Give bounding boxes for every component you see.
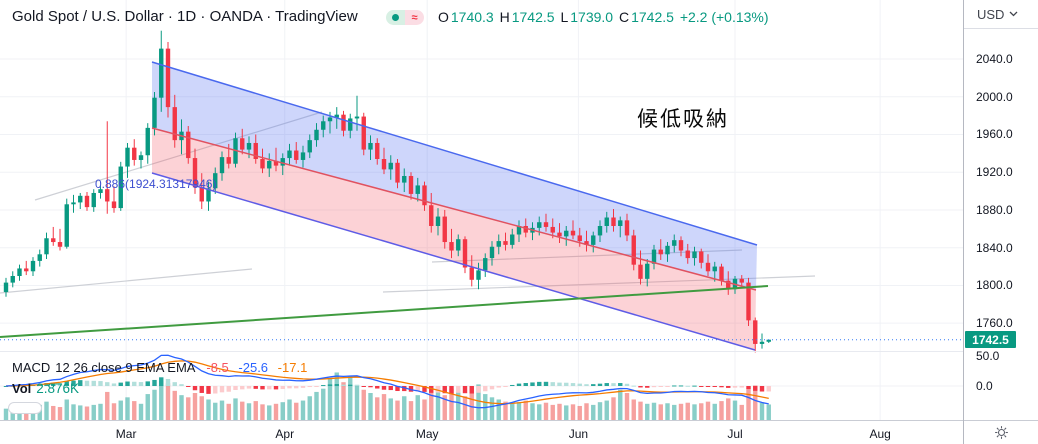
time-axis[interactable]: Mar Apr May Jun Jul Aug — [0, 420, 963, 444]
symbol-title[interactable]: Gold Spot / U.S. Dollar · 1D · OANDA · T… — [12, 8, 358, 25]
currency-label: USD — [977, 6, 1005, 22]
channel-upper-fill — [152, 62, 757, 290]
macd-line-value: -25.6 — [238, 360, 269, 375]
channel-upper-line — [151, 61, 758, 246]
macd-title: MACD — [12, 360, 51, 375]
volume-legend[interactable]: Vol 2.876K — [12, 381, 79, 396]
fib-level-label[interactable]: 0.886(1924.31317946) — [95, 177, 217, 191]
high-label: H — [499, 9, 510, 25]
month-label: Mar — [115, 427, 137, 441]
price-tick-label: 1840.0 — [976, 240, 1013, 255]
low-value: 1739.0 — [570, 9, 614, 25]
macd-tick-label: 0.0 — [976, 379, 993, 393]
price-tick-label: 1960.0 — [976, 127, 1013, 142]
price-axis[interactable]: USD 2040.0 2000.0 1960.0 1920.0 1880.0 1840.0… — [963, 0, 1038, 444]
channel-lower-line — [151, 172, 756, 351]
gear-icon — [995, 426, 1008, 439]
channel-lower-fill — [152, 128, 756, 350]
green-trendline — [0, 285, 769, 338]
last-price-tag: 1742.5 — [965, 331, 1016, 349]
open-value: 1740.3 — [450, 9, 494, 25]
price-tick-label: 1880.0 — [976, 202, 1013, 217]
volume-title: Vol — [12, 381, 32, 396]
price-tick-label: 1800.0 — [976, 278, 1013, 293]
drawing-lines — [0, 61, 769, 351]
macd-tick-label: 50.0 — [976, 349, 1000, 363]
month-label: May — [415, 427, 439, 441]
macd-signal-value: -17.1 — [277, 360, 308, 375]
text-annotation[interactable]: 候低吸納 — [637, 108, 729, 131]
macd-lines — [5, 354, 769, 409]
approx-data-icon: ≈ — [405, 10, 424, 25]
low-label: L — [560, 9, 569, 25]
change-value: +2.2 (+0.13%) — [679, 9, 769, 25]
macd-legend[interactable]: MACD 12 26 close 9 EMA EMA -8.5 -25.6 -17… — [12, 360, 307, 375]
ohlc-values: O 1740.3 H 1742.5 L 1739.0 C 1742.5 +2.2 (+0… — [438, 9, 771, 25]
grid-lines — [0, 0, 963, 420]
macd-params: 12 26 close 9 EMA EMA — [55, 360, 195, 375]
price-tick-label: 2000.0 — [976, 89, 1013, 104]
channel-fills — [152, 62, 757, 350]
month-label: Apr — [275, 427, 295, 441]
month-label: Jun — [568, 427, 589, 441]
status-pill[interactable]: ≈ — [386, 10, 424, 25]
volume-value: 2.876K — [36, 381, 80, 396]
price-tick-label: 2040.0 — [976, 52, 1013, 66]
price-tick-label: 1920.0 — [976, 165, 1013, 180]
month-label: Jul — [727, 427, 743, 441]
axis-settings-button[interactable] — [964, 420, 1038, 444]
macd-line — [5, 354, 769, 409]
candles-layer — [3, 30, 771, 353]
close-value: 1742.5 — [631, 9, 674, 25]
chevron-down-icon — [1009, 11, 1018, 17]
bottom-left-pill-button[interactable] — [8, 402, 42, 414]
market-status-icon — [386, 10, 405, 25]
month-label: Aug — [869, 427, 891, 441]
close-label: C — [618, 9, 630, 25]
channel-median-line — [151, 127, 757, 291]
currency-dropdown[interactable]: USD — [964, 0, 1038, 29]
macd-hist-value: -8.5 — [206, 360, 229, 375]
high-value: 1742.5 — [511, 9, 555, 25]
price-tick-label: 1760.0 — [976, 316, 1013, 331]
chart-canvas[interactable] — [0, 0, 963, 420]
open-label: O — [438, 9, 449, 25]
signal-line — [5, 360, 769, 405]
